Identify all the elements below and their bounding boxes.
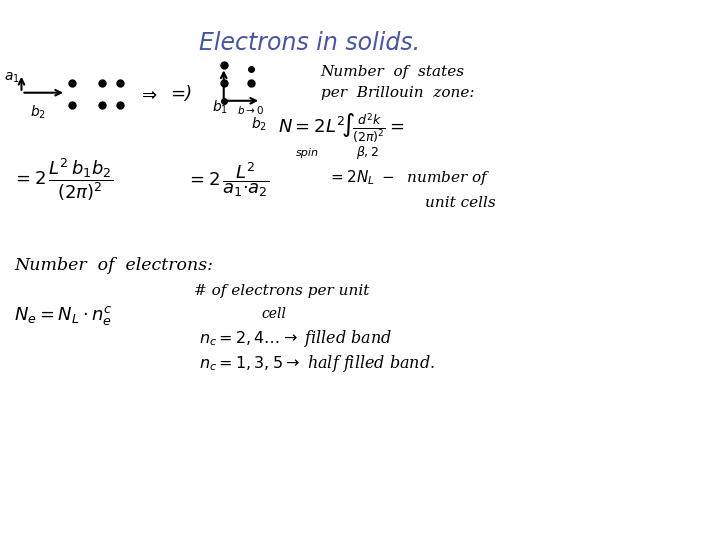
Text: $b_1$: $b_1$	[212, 98, 228, 116]
Text: Number  of  states: Number of states	[320, 65, 464, 79]
Text: $\beta,2$: $\beta,2$	[356, 144, 379, 161]
Text: $=2\,\dfrac{L^2\,b_1 b_2}{(2\pi)^2}$: $=2\,\dfrac{L^2\,b_1 b_2}{(2\pi)^2}$	[12, 156, 113, 203]
Text: $\Rightarrow$: $\Rightarrow$	[138, 85, 158, 103]
Text: $b_2$: $b_2$	[251, 115, 267, 133]
Text: spin: spin	[295, 148, 318, 158]
Text: per  Brillouin  zone:: per Brillouin zone:	[320, 86, 474, 100]
Text: $N_e = N_L \cdot n_e^c$: $N_e = N_L \cdot n_e^c$	[14, 304, 113, 327]
Text: $n_c = 2,4\ldots \rightarrow$ filled band: $n_c = 2,4\ldots \rightarrow$ filled ban…	[199, 328, 392, 349]
Text: unit cells: unit cells	[425, 196, 495, 210]
Text: $N{=}2L^2\!\int\!\frac{d^2k}{(2\pi)^2} =$: $N{=}2L^2\!\int\!\frac{d^2k}{(2\pi)^2} =…	[277, 111, 404, 145]
Text: Electrons in solids.: Electrons in solids.	[199, 31, 420, 55]
Text: cell: cell	[261, 307, 286, 321]
Text: $b{\rightarrow}0$: $b{\rightarrow}0$	[237, 104, 264, 117]
Text: $a_1$: $a_1$	[4, 71, 19, 85]
Text: # of electrons per unit: # of electrons per unit	[194, 285, 369, 299]
Text: Number  of  electrons:: Number of electrons:	[14, 257, 213, 274]
Text: =): =)	[170, 85, 192, 103]
Text: $=2\,\dfrac{L^2}{a_1{\cdot}a_2}$: $=2\,\dfrac{L^2}{a_1{\cdot}a_2}$	[186, 160, 270, 199]
Text: $b_2$: $b_2$	[30, 104, 46, 122]
Text: $n_c = 1,3,5 \rightarrow$ half filled band.: $n_c = 1,3,5 \rightarrow$ half filled ba…	[199, 353, 435, 374]
Text: $=2N_L\;-$  number of: $=2N_L\;-$ number of	[328, 168, 490, 187]
